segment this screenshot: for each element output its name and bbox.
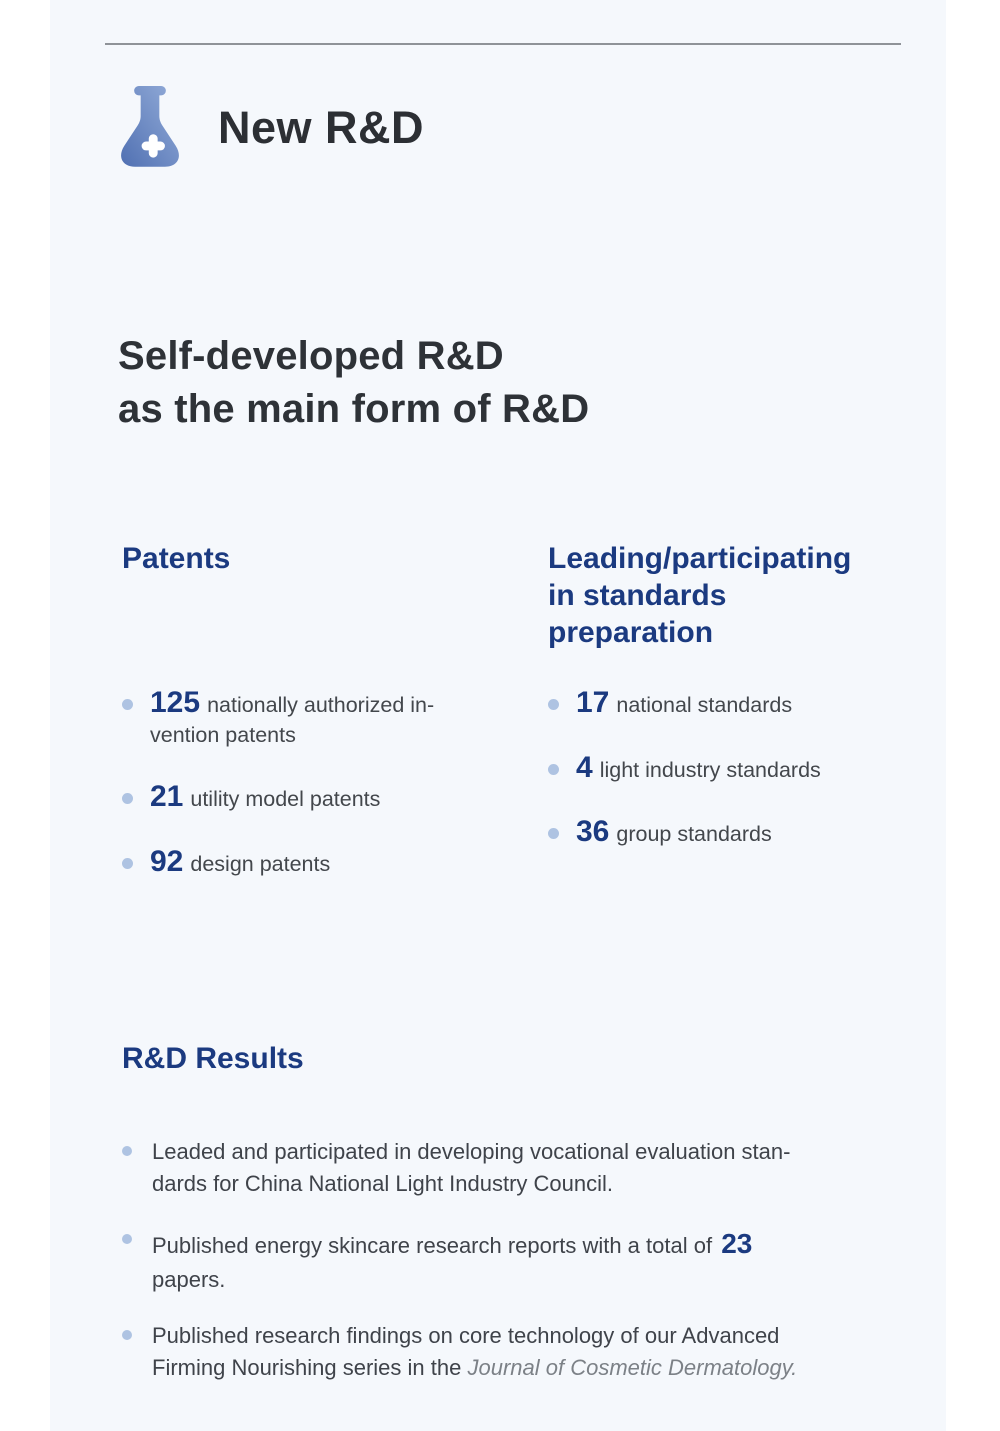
result-segment: Leaded and participated in developing vo… [152,1139,791,1196]
result-segment: Published research findings on core tech… [152,1323,780,1381]
top-divider [105,43,901,45]
list-item: Published energy skincare research repor… [122,1224,922,1296]
bullet-icon [548,828,559,840]
stat-value: 36 group standards [576,817,772,850]
list-item: 4 light industry standards [548,750,928,786]
patents-section: Patents 125 nationally authorized in- ven… [122,540,548,912]
bullet-icon [548,763,559,775]
section-header: New R&D [108,80,424,176]
stat-label: utility model patents [190,787,381,812]
stat-value: 17 national standards [576,688,792,721]
bullet-icon [122,857,133,869]
section-title: New R&D [218,102,425,153]
stat-number: 17 [576,686,610,719]
result-segment: papers. [152,1267,226,1293]
results-section: R&D Results Leaded and participated in d… [122,1042,922,1408]
standards-heading: Leading/participating in standards prepa… [548,542,852,650]
result-text: Published research findings on core tech… [152,1320,797,1384]
list-item: 36 group standards [548,817,928,850]
bullet-icon [122,699,133,710]
results-list: Leaded and participated in developing vo… [122,1136,922,1384]
result-segment: Published energy skincare research repor… [152,1232,719,1258]
stat-value: 21 utility model patents [150,782,380,815]
stat-number: 92 [150,844,184,878]
flask-plus-icon [108,80,192,176]
standards-list: 17 national standards 4 light industry sta… [548,688,928,850]
list-item: Leaded and participated in developing vo… [122,1136,922,1200]
result-text: Published energy skincare research repor… [152,1224,755,1296]
stat-label: light industry standards [599,757,821,782]
patents-list: 125 nationally authorized in- vention pat… [122,688,548,880]
standards-section: Leading/participating in standards prepa… [548,540,928,912]
content-panel: New R&D Self-developed R&D as the main f… [50,0,946,1431]
stat-value: 92 design patents [150,844,331,880]
results-heading: R&D Results [122,1042,304,1075]
stat-number: 21 [150,780,184,814]
stat-value: 4 light industry standards [576,750,821,786]
stat-label: design patents [190,851,331,876]
bullet-icon [122,1330,132,1341]
stat-number: 125 [150,686,201,719]
bullet-icon [548,699,559,710]
stats-columns: Patents 125 nationally authorized in- ven… [122,540,928,912]
stat-label: nationally authorized in- vention patent… [150,693,435,747]
bullet-icon [122,1146,132,1156]
stat-label: national standards [616,693,793,717]
journal-name: Journal of Cosmetic Dermatology. [467,1355,798,1381]
list-item: 125 nationally authorized in- vention pat… [122,688,548,750]
list-item: 21 utility model patents [122,782,548,815]
bullet-icon [122,1233,132,1244]
bullet-icon [122,793,133,805]
stat-value: 125 nationally authorized in- vention pat… [150,688,434,750]
list-item: 92 design patents [122,844,548,880]
patents-heading: Patents [122,542,231,575]
stat-number: 4 [576,750,593,784]
list-item: Published research findings on core tech… [122,1320,922,1384]
list-item: 17 national standards [548,688,928,721]
stat-label: group standards [616,822,772,847]
page-title: Self-developed R&D as the main form of R… [118,334,590,431]
stat-number: 36 [576,815,610,849]
result-number: 23 [721,1227,753,1259]
result-text: Leaded and participated in developing vo… [152,1136,790,1200]
